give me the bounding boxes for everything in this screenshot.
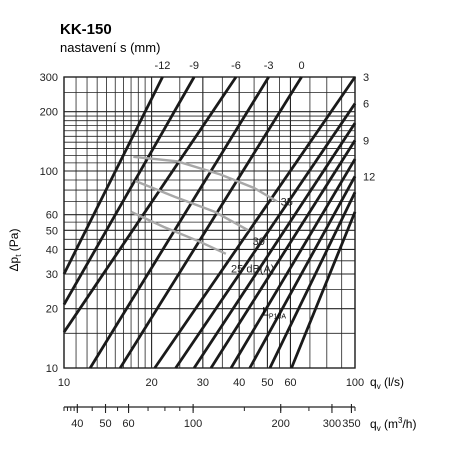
setting-label-top: 0 [298, 60, 304, 72]
chart-subtitle: nastavení s (mm) [60, 40, 160, 55]
y-tick-label: 100 [40, 166, 58, 178]
y-axis-label: Δpt (Pa) [7, 229, 23, 272]
plot-frame [63, 76, 356, 369]
x2-tick-label: 300 [323, 418, 341, 430]
setting-lines [62, 76, 357, 369]
setting-label-right: 6 [363, 99, 369, 111]
setting-line [174, 102, 357, 369]
setting-line [290, 211, 357, 369]
x2-tick-label: 60 [122, 418, 134, 430]
setting-line [192, 122, 357, 369]
setting-line [248, 175, 357, 369]
setting-label-top: -9 [189, 60, 199, 72]
y-tick-label: 30 [46, 269, 58, 281]
setting-line [229, 158, 357, 369]
noise-curve [130, 210, 227, 255]
setting-label-right: 12 [363, 171, 375, 183]
annotation-lp10a: LP10A [262, 304, 286, 320]
x-tick-label: 100 [346, 377, 364, 389]
x-tick-label: 10 [58, 377, 70, 389]
plot-grid [63, 76, 356, 369]
y-tick-label: 50 [46, 225, 58, 237]
x-axis-label: qv (l/s) [370, 375, 404, 391]
x2-tick-label: 50 [99, 418, 111, 430]
y-tick-label: 300 [40, 72, 58, 84]
x-tick-label: 30 [197, 377, 209, 389]
y-tick-label: 10 [46, 363, 58, 375]
y-tick-label: 40 [46, 244, 58, 256]
x2-tick-label: 40 [71, 418, 83, 430]
x2-tick-label: 200 [272, 418, 290, 430]
setting-label-right: 3 [363, 72, 369, 84]
x-tick-label: 40 [233, 377, 245, 389]
noise-label: 35 [281, 197, 293, 209]
noise-curve [134, 179, 249, 232]
x-tick-label: 60 [284, 377, 296, 389]
chart-title: KK-150 [60, 21, 112, 38]
setting-label-top: -12 [155, 60, 171, 72]
y-tick-label: 20 [46, 304, 58, 316]
x-tick-label: 20 [145, 377, 157, 389]
noise-label: 25 dB(A) [231, 263, 274, 275]
noise-curve [133, 155, 278, 203]
y-tick-label: 60 [46, 210, 58, 222]
setting-line [88, 76, 270, 369]
setting-label-top: -3 [264, 60, 274, 72]
setting-label-top: -6 [231, 60, 241, 72]
x2-tick-label: 100 [184, 418, 202, 430]
line-labels: -12 -9 -6 -3 0 3 6 9 12 35 30 25 dB(A) [155, 60, 376, 275]
setting-line [209, 139, 357, 369]
axis-ticks: 10 20 30 40 50 60 100 200 300 10 20 30 40 50 60 100 40 50… [40, 72, 365, 430]
y-tick-label: 200 [40, 107, 58, 119]
x-tick-label: 50 [261, 377, 273, 389]
noise-label: 30 [253, 236, 265, 248]
setting-line [62, 76, 196, 306]
x2-tick-label: 350 [342, 418, 360, 430]
setting-line [119, 76, 303, 369]
setting-label-right: 9 [363, 135, 369, 147]
x2-axis-label: qv (m3/h) [370, 416, 416, 433]
noise-curves [130, 155, 278, 255]
setting-line [62, 76, 238, 333]
setting-line [62, 76, 164, 275]
setting-line [153, 76, 357, 369]
setting-line [268, 191, 357, 369]
